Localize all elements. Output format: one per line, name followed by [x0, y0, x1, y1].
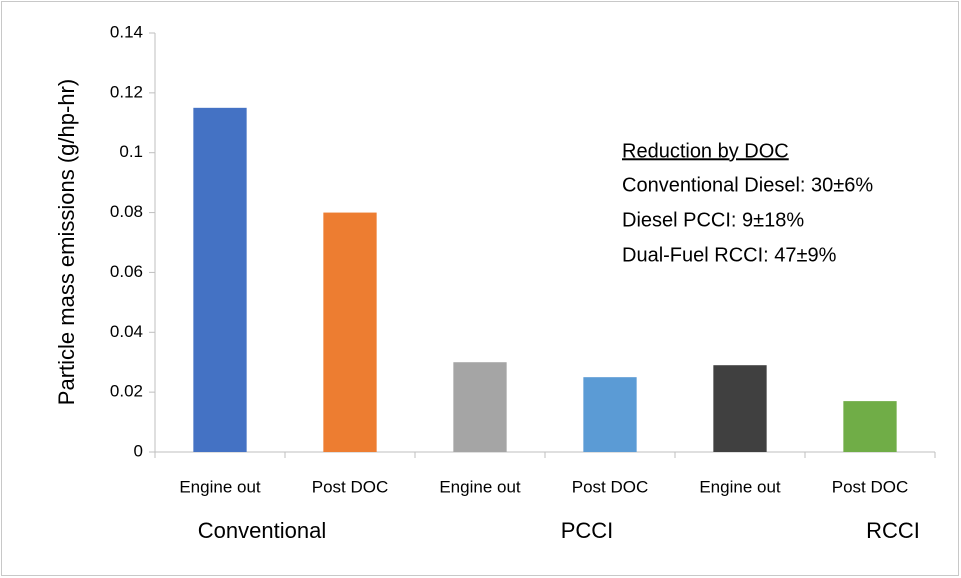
x-tick-label: Engine out [699, 477, 781, 496]
y-tick-label: 0.12 [110, 82, 143, 101]
bar [323, 212, 377, 452]
x-tick-label: Engine out [439, 477, 521, 496]
bar [453, 362, 507, 452]
bar [713, 365, 767, 452]
y-tick-label: 0.14 [110, 22, 143, 41]
x-tick-label: Post DOC [312, 477, 389, 496]
y-tick-label: 0.06 [110, 262, 143, 281]
annotation-line: Conventional Diesel: 30±6% [622, 174, 873, 196]
x-tick-label: Engine out [179, 477, 261, 496]
annotation-line: Dual-Fuel RCCI: 47±9% [622, 244, 837, 266]
annotation-line: Diesel PCCI: 9±18% [622, 209, 804, 231]
y-tick-label: 0.04 [110, 322, 143, 341]
group-label: Conventional [198, 518, 326, 543]
bar [193, 107, 247, 453]
x-tick-label: Post DOC [572, 477, 649, 496]
y-tick-label: 0 [134, 441, 143, 460]
y-axis-title: Particle mass emissions (g/hp-hr) [54, 79, 79, 405]
group-label: RCCI [866, 518, 920, 543]
bar [843, 401, 897, 452]
group-label: PCCI [561, 518, 614, 543]
bar [583, 377, 637, 452]
y-tick-label: 0.02 [110, 382, 143, 401]
annotation-title: Reduction by DOC [622, 140, 789, 162]
x-tick-label: Post DOC [832, 477, 909, 496]
y-tick-label: 0.08 [110, 202, 143, 221]
y-tick-label: 0.1 [119, 142, 143, 161]
